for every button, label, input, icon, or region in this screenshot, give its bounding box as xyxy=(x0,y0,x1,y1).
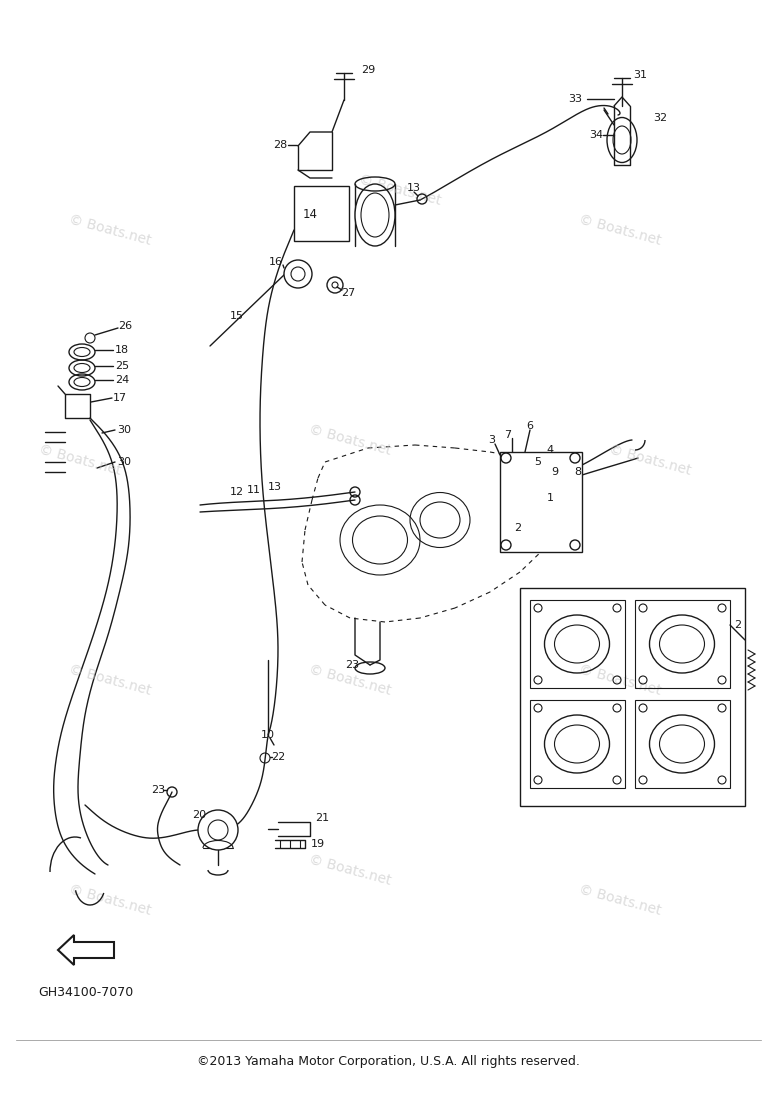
Text: 27: 27 xyxy=(341,288,355,298)
Text: © Boats.net: © Boats.net xyxy=(577,662,663,698)
Polygon shape xyxy=(58,935,114,964)
Text: 3: 3 xyxy=(489,435,496,445)
Bar xyxy=(294,186,349,241)
Bar xyxy=(500,452,582,552)
Text: © Boats.net: © Boats.net xyxy=(608,443,693,478)
Text: © Boats.net: © Boats.net xyxy=(68,213,153,248)
Text: 24: 24 xyxy=(115,375,129,385)
Text: 10: 10 xyxy=(261,730,275,740)
Text: 23: 23 xyxy=(151,785,165,795)
Text: 9: 9 xyxy=(552,467,559,477)
Text: 15: 15 xyxy=(230,311,244,321)
Text: 32: 32 xyxy=(653,113,667,123)
Text: 22: 22 xyxy=(271,752,285,762)
Text: 31: 31 xyxy=(633,70,647,80)
Text: © Boats.net: © Boats.net xyxy=(307,422,392,458)
Text: 28: 28 xyxy=(273,140,287,150)
Text: 16: 16 xyxy=(269,256,283,267)
Text: ©2013 Yamaha Motor Corporation, U.S.A. All rights reserved.: ©2013 Yamaha Motor Corporation, U.S.A. A… xyxy=(197,1055,580,1069)
Text: © Boats.net: © Boats.net xyxy=(307,662,392,698)
Text: © Boats.net: © Boats.net xyxy=(307,853,392,888)
Text: 29: 29 xyxy=(361,65,375,75)
Ellipse shape xyxy=(355,184,395,246)
Text: 14: 14 xyxy=(302,208,318,221)
Bar xyxy=(530,700,625,788)
Text: 30: 30 xyxy=(117,425,131,435)
Text: © Boats.net: © Boats.net xyxy=(68,882,153,917)
Text: 7: 7 xyxy=(504,430,511,439)
Text: 2: 2 xyxy=(734,620,741,630)
Text: 30: 30 xyxy=(117,457,131,467)
Text: 23: 23 xyxy=(345,660,359,670)
Text: 5: 5 xyxy=(535,457,542,467)
Text: © Boats.net: © Boats.net xyxy=(577,213,663,248)
Text: FWD: FWD xyxy=(78,944,110,957)
Text: 33: 33 xyxy=(568,94,582,104)
Text: 20: 20 xyxy=(192,810,206,820)
Text: 21: 21 xyxy=(315,813,329,823)
Text: 26: 26 xyxy=(118,321,132,331)
Text: 6: 6 xyxy=(527,421,534,431)
Text: 12: 12 xyxy=(230,487,244,496)
Text: 18: 18 xyxy=(115,345,129,355)
Text: 17: 17 xyxy=(113,393,127,403)
Bar xyxy=(520,587,745,806)
Circle shape xyxy=(198,810,238,850)
Text: © Boats.net: © Boats.net xyxy=(68,662,153,698)
Text: 13: 13 xyxy=(268,482,282,492)
Text: © Boats.net: © Boats.net xyxy=(577,882,663,917)
Text: 19: 19 xyxy=(311,840,325,849)
Text: 4: 4 xyxy=(546,445,553,455)
Circle shape xyxy=(284,260,312,288)
Text: 8: 8 xyxy=(574,467,581,477)
Text: © Boats.net: © Boats.net xyxy=(357,172,443,208)
Bar xyxy=(635,700,730,788)
Text: GH34100-7070: GH34100-7070 xyxy=(38,985,133,998)
Bar xyxy=(530,600,625,688)
Text: 1: 1 xyxy=(546,493,553,503)
Text: © Boats.net: © Boats.net xyxy=(37,443,123,478)
Text: 13: 13 xyxy=(407,183,421,193)
Text: 11: 11 xyxy=(247,486,261,495)
Bar xyxy=(635,600,730,688)
Text: 34: 34 xyxy=(589,130,603,140)
Text: 25: 25 xyxy=(115,361,129,372)
Text: 2: 2 xyxy=(514,523,521,533)
